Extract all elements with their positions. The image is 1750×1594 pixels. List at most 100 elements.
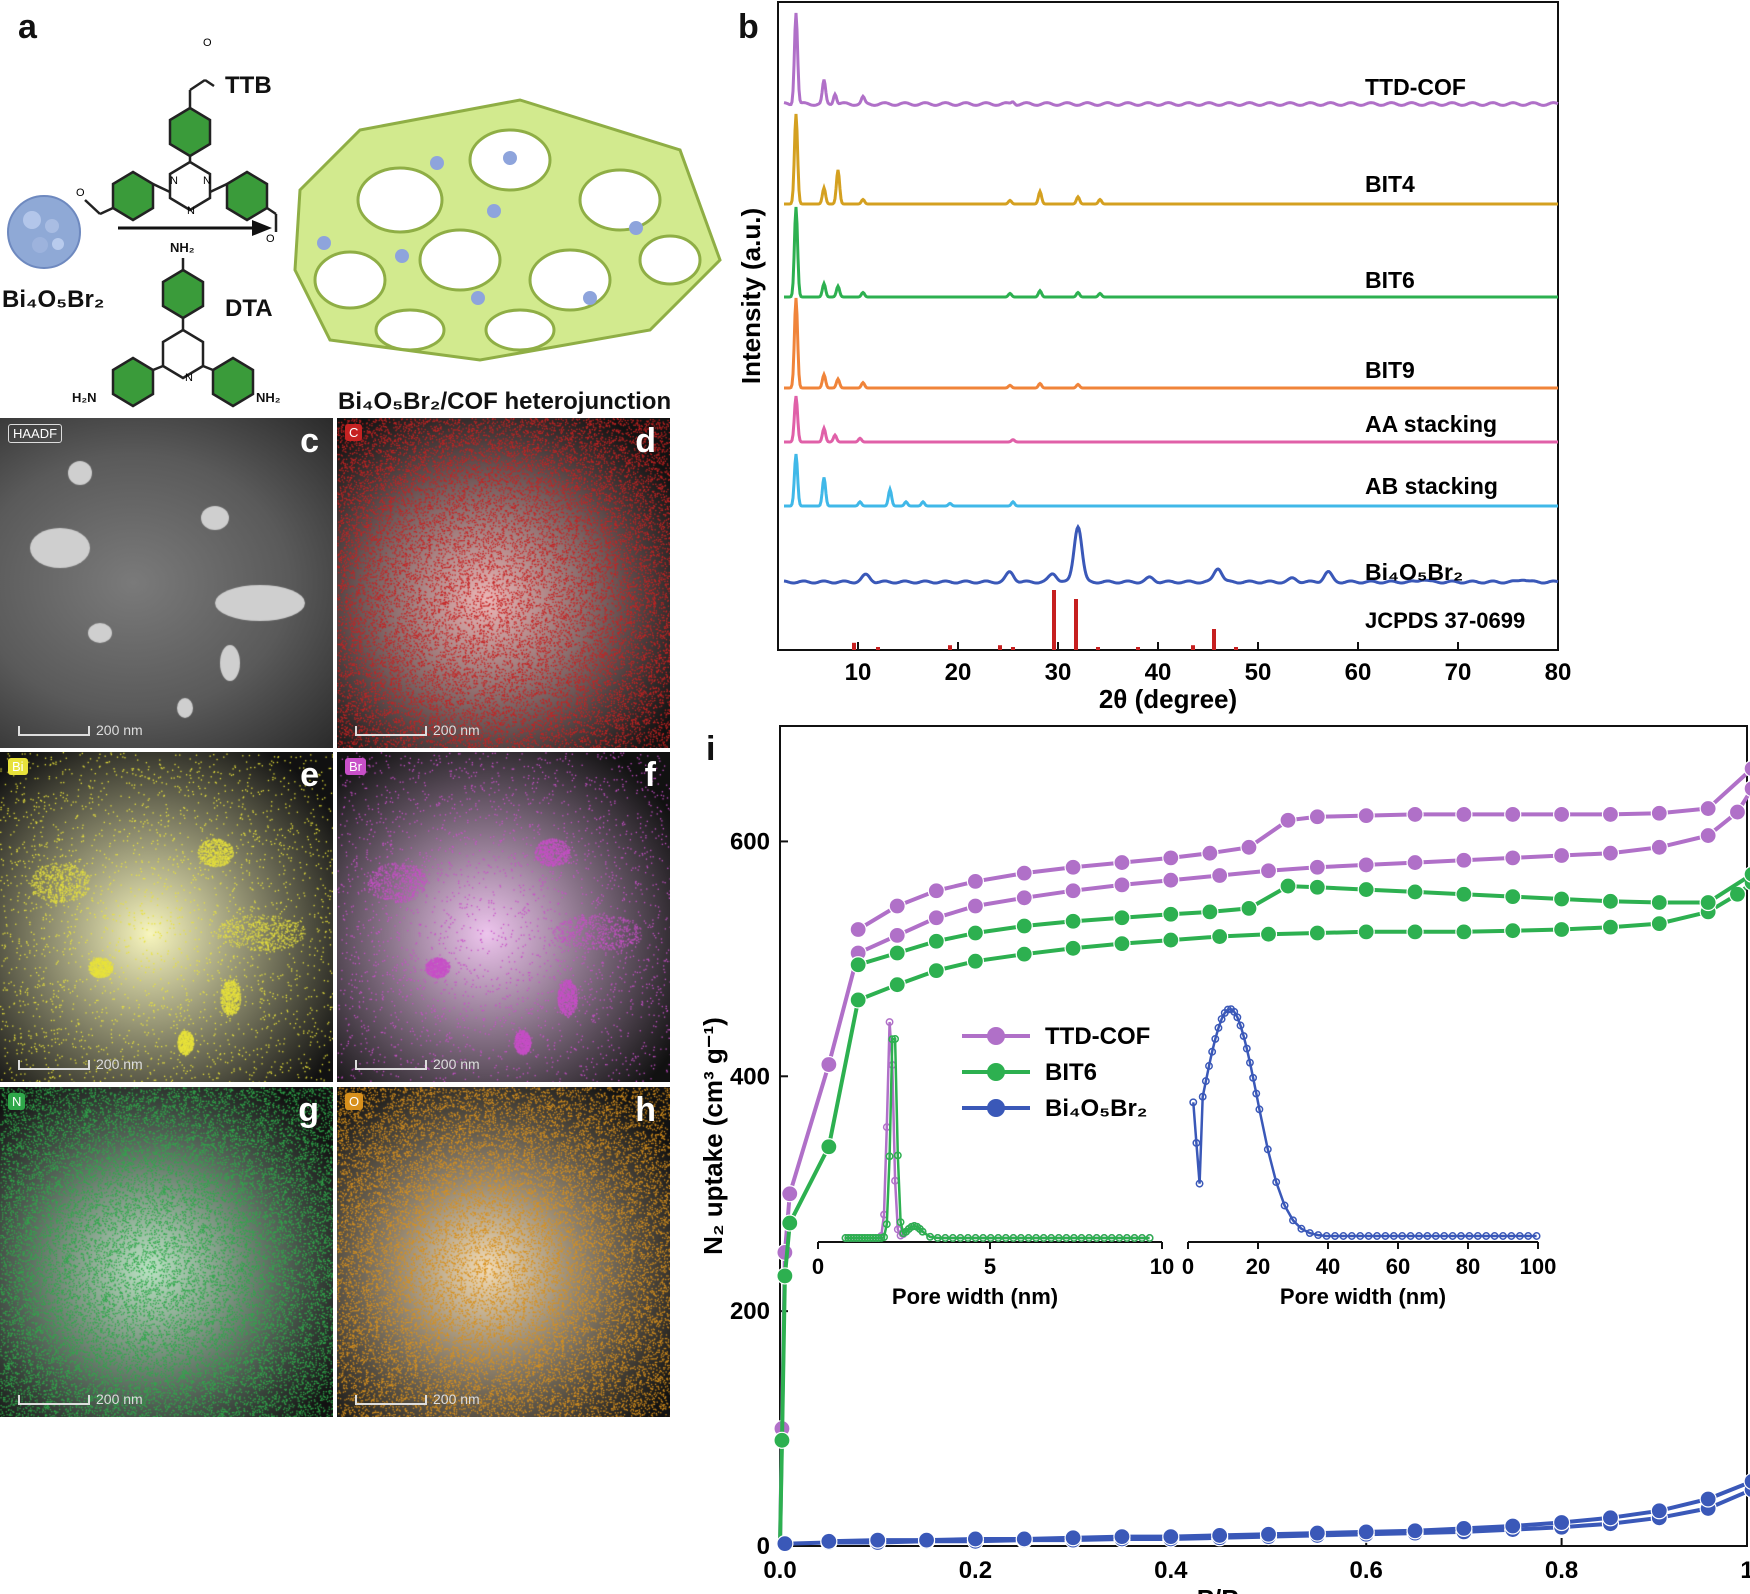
psd-point: [1092, 1234, 1101, 1242]
x-tick-label: 60: [1345, 659, 1372, 686]
psd-point: [941, 1234, 950, 1242]
isotherm-point: [1650, 838, 1668, 856]
plot-frame: [779, 725, 1748, 1547]
psd-point: [888, 1035, 897, 1044]
isotherm-point: [1504, 1517, 1522, 1535]
psd-point: [1423, 1232, 1432, 1240]
psd-point: [871, 1234, 880, 1242]
inset-tick-label: 60: [1386, 1254, 1410, 1279]
isotherm-point: [1240, 899, 1258, 917]
psd-point: [1389, 1232, 1398, 1240]
isotherm-point: [966, 1530, 984, 1548]
psd-point: [874, 1234, 883, 1242]
series-label: AB stacking: [1365, 473, 1498, 499]
isotherm-point: [1406, 883, 1424, 901]
psd-point: [1208, 1047, 1217, 1056]
x-tick-label: 40: [1145, 659, 1172, 686]
isotherm-point: [1406, 1522, 1424, 1540]
isotherm-point: [1743, 1473, 1750, 1490]
psd-point: [1356, 1232, 1365, 1240]
n-atom-label: N: [187, 205, 195, 217]
cof-framework-icon: [293, 98, 722, 362]
y-tick-label: 400: [730, 1063, 770, 1090]
inset-tick-label: 0: [1182, 1254, 1194, 1279]
eds-map-texture: [337, 418, 670, 748]
psd-point: [1233, 1013, 1242, 1022]
xrd-series-line: [784, 453, 1558, 508]
xrd-chart: 10 20 30 40 50 60 70 80 2θ (degree) Intensity (a.…: [736, 1, 1572, 714]
psd-point: [1499, 1232, 1507, 1240]
panel-label-d: d: [635, 422, 656, 460]
y-tick-label: 600: [730, 828, 770, 855]
psd-point: [1189, 1098, 1198, 1107]
psd-point: [926, 1232, 935, 1241]
psd-point: [852, 1234, 861, 1242]
scale-bar: 200 nm: [18, 1056, 143, 1072]
inset-tick-label: 0: [812, 1254, 824, 1279]
isotherm-point: [1455, 885, 1473, 903]
isotherm-point: [1504, 849, 1522, 867]
psd-point: [1239, 1032, 1248, 1040]
scale-bar: 200 nm: [355, 1056, 480, 1072]
psd-point: [1138, 1234, 1146, 1242]
psd-point: [1242, 1044, 1251, 1053]
psd-line: [1192, 1007, 1537, 1238]
isotherm-point: [1064, 882, 1082, 900]
legend-swatch-marker: [987, 1099, 1005, 1117]
isotherm-point: [1455, 805, 1473, 824]
psd-point: [882, 1220, 891, 1229]
isotherm-point: [1240, 838, 1258, 856]
psd-point: [1214, 1023, 1223, 1032]
psd-point: [866, 1234, 875, 1242]
series-label: Bi₄O₅Br₂: [1365, 559, 1463, 585]
dta-molecule-icon: [111, 258, 255, 408]
svg-text:O: O: [76, 187, 85, 199]
isotherm-point: [869, 1531, 887, 1549]
psd-point: [1524, 1232, 1533, 1240]
panel-label-e: e: [300, 756, 319, 794]
psd-point: [893, 1151, 902, 1160]
psd-point: [1115, 1234, 1124, 1242]
psd-point: [896, 1218, 905, 1227]
isotherm-point: [1650, 915, 1668, 933]
x-tick-label: 30: [1045, 659, 1072, 686]
inset-tick-label: 100: [1520, 1254, 1557, 1279]
isotherm-point: [1357, 923, 1375, 941]
isotherm-point: [1113, 934, 1131, 953]
isotherm-point: [888, 944, 906, 962]
isotherm-point: [1201, 903, 1219, 921]
psd-point: [1263, 1145, 1272, 1154]
psd-point: [1205, 1062, 1213, 1070]
isotherm-point: [1015, 945, 1033, 963]
psd-point: [858, 1234, 866, 1242]
x-tick-label: 80: [1545, 659, 1572, 686]
psd-point: [1211, 1034, 1220, 1043]
isotherm-point: [1064, 1529, 1082, 1547]
psd-point: [893, 1225, 902, 1234]
psd-point: [1373, 1232, 1381, 1240]
psd-point: [1305, 1229, 1314, 1238]
legend-swatch-marker: [987, 1063, 1005, 1081]
isotherm-point: [1015, 1530, 1033, 1548]
isotherm-point: [1357, 1523, 1375, 1541]
isotherm-point: [1406, 805, 1424, 824]
series-label: JCPDS 37-0699: [1365, 608, 1525, 633]
psd-point: [1198, 1092, 1207, 1101]
isotherm-point: [820, 1055, 838, 1074]
series-label: BIT6: [1365, 267, 1415, 293]
psd-point: [847, 1234, 855, 1242]
psd-point: [956, 1234, 965, 1242]
inset-tick-label: 10: [1150, 1254, 1174, 1279]
isotherm-point: [1455, 851, 1473, 869]
x-tick-label: 70: [1445, 659, 1472, 686]
psd-point: [855, 1234, 864, 1242]
psd-point: [986, 1234, 995, 1242]
isotherm-point: [1357, 880, 1375, 899]
nh2-top-label: NH₂: [170, 240, 195, 255]
psd-point: [1246, 1058, 1254, 1067]
legend-swatch-marker: [987, 1027, 1005, 1045]
eds-map-texture: [337, 752, 670, 1082]
isotherm-point: [1308, 878, 1326, 896]
element-tag: Br: [345, 758, 366, 775]
